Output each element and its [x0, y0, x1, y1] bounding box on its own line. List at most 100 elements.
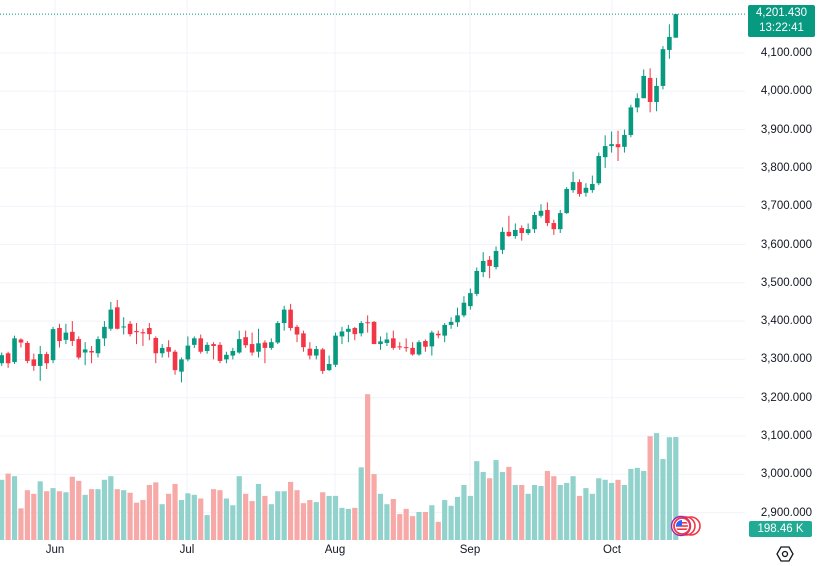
price-tick-label: 2,900.000 [760, 506, 812, 519]
candle-body [275, 323, 281, 343]
volume-bar [76, 480, 82, 540]
candle-body [18, 339, 24, 343]
candle-body [269, 342, 274, 348]
volume-bar [531, 484, 538, 540]
volume-bar [146, 484, 152, 540]
volume-bar [275, 491, 281, 540]
volume-bar [37, 481, 43, 540]
candle-body [641, 75, 646, 99]
candle-body [63, 332, 69, 340]
volume-bar [371, 474, 377, 540]
volume-bar [461, 484, 467, 540]
candle-body [134, 331, 139, 333]
volume-bar [326, 495, 332, 540]
volume-bar [185, 493, 191, 540]
volume-bar [332, 495, 339, 540]
candle-body [249, 344, 255, 353]
candle-body [108, 309, 114, 329]
candle-body [82, 349, 88, 353]
volume-bar [268, 504, 274, 540]
candle-body [371, 321, 377, 345]
volume-bar [56, 491, 63, 540]
volume-bar [653, 433, 660, 540]
us-flag-events-icon[interactable] [665, 515, 703, 537]
candle-body [166, 347, 171, 352]
volume-bar [300, 503, 307, 540]
volume-bar [320, 492, 326, 540]
volume-bar [24, 490, 30, 540]
volume-bar [0, 479, 5, 540]
candle-body [634, 98, 640, 108]
chart-canvas[interactable] [0, 0, 745, 540]
volume-bar [615, 479, 621, 540]
volume-bar [18, 508, 24, 540]
volume-bar [294, 490, 300, 540]
volume-bar [589, 493, 595, 540]
volume-bar [127, 492, 133, 540]
candle-body [545, 210, 550, 224]
candle-body [468, 293, 473, 307]
candle-body [102, 326, 107, 339]
settings-icon[interactable] [776, 545, 794, 563]
volume-bar [416, 511, 422, 540]
volume-bar [666, 437, 672, 540]
price-tick-label: 4,100.000 [760, 47, 812, 59]
price-tick-label: 3,100.000 [760, 430, 812, 442]
volume-bar [480, 472, 486, 540]
candle-body [506, 231, 512, 237]
candle-body [557, 213, 563, 230]
candle-body [294, 326, 300, 335]
volume-bar [429, 505, 435, 540]
candle-body [288, 309, 293, 328]
candle-body [313, 349, 319, 356]
bar-countdown: 13:22:41 [759, 22, 804, 34]
candle-body [596, 156, 602, 184]
candle-body [673, 14, 679, 38]
volume-bar [133, 502, 140, 540]
volume-bar [454, 496, 461, 540]
candles [0, 14, 679, 383]
candle-body [500, 231, 505, 250]
candle-body [570, 182, 576, 191]
last-price-label: 4,201.430 13:22:41 [748, 5, 815, 37]
time-tick-label: Sep [459, 544, 481, 556]
candle-body [410, 347, 415, 355]
volume-bar [403, 508, 409, 540]
volume-bar [525, 493, 531, 540]
volume-bar [551, 476, 557, 540]
candle-body [513, 229, 518, 237]
volume-bar [307, 500, 313, 540]
volume-bar [487, 478, 493, 540]
candle-body [615, 144, 621, 148]
volume-bar [210, 489, 217, 540]
volume-bar [467, 495, 473, 540]
candle-body [403, 347, 409, 349]
candle-body [525, 229, 531, 234]
volume-bar [557, 484, 563, 540]
candle-body [442, 324, 447, 336]
last-price-value: 4,201.430 [755, 7, 808, 19]
candle-body [384, 339, 390, 343]
candle-body [416, 342, 422, 355]
volume-bar [172, 483, 178, 540]
volume-bar [178, 500, 185, 540]
candle-body [70, 331, 75, 342]
volume-bar [191, 494, 197, 540]
volume-bar [166, 493, 172, 540]
volume-bar [11, 476, 18, 540]
candle-body [127, 323, 133, 335]
volume-bar [641, 470, 647, 540]
volume-bar [140, 500, 146, 540]
candle-body [307, 348, 313, 356]
volume-bar [602, 479, 608, 540]
candle-body [121, 326, 126, 328]
candle-body [76, 339, 82, 358]
candle-body [281, 309, 287, 324]
time-tick-label: Jun [45, 544, 65, 556]
volume-bar [44, 491, 50, 540]
candle-body [532, 215, 537, 230]
volume-bar [634, 467, 640, 540]
candle-body [397, 346, 403, 348]
volume-bar [409, 516, 416, 540]
price-tick-label: 3,600.000 [760, 238, 812, 251]
